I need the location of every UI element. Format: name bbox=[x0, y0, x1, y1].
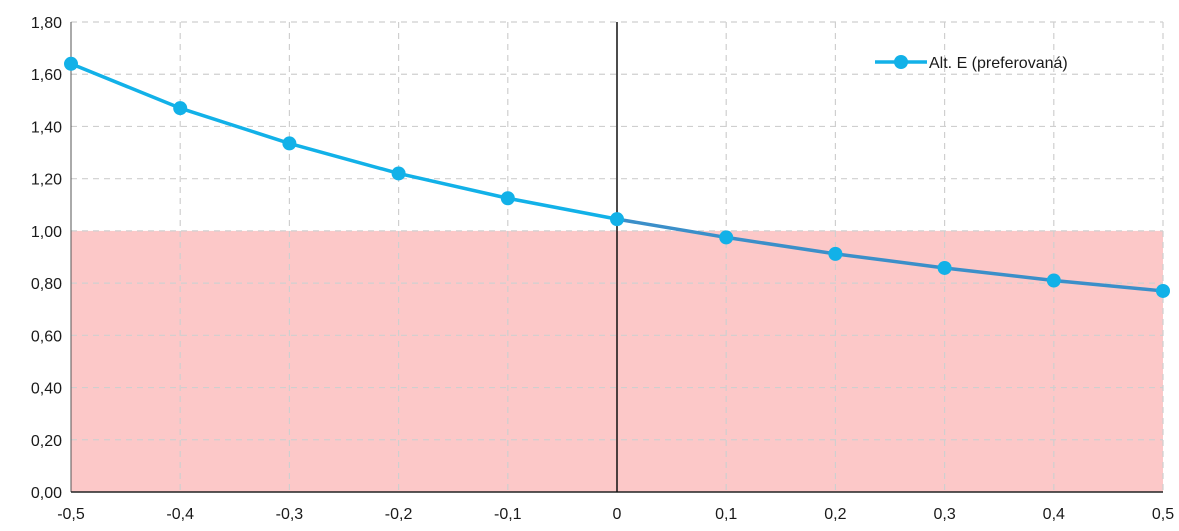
y-tick-label: 1,20 bbox=[31, 172, 62, 189]
series-line-segment bbox=[506, 196, 619, 221]
x-tick-label: -0,2 bbox=[385, 506, 413, 523]
x-tick-label: 0,5 bbox=[1152, 506, 1174, 523]
x-tick-label: -0,1 bbox=[494, 506, 522, 523]
y-tick-label: 0,20 bbox=[31, 433, 62, 450]
x-tick-label: 0,2 bbox=[824, 506, 846, 523]
y-tick-label: 0,60 bbox=[31, 328, 62, 345]
x-tick-label: -0,3 bbox=[276, 506, 304, 523]
data-point bbox=[1156, 283, 1170, 298]
data-point bbox=[64, 56, 78, 71]
x-tick-label: 0 bbox=[613, 506, 622, 523]
y-tick-label: 0,00 bbox=[31, 485, 62, 502]
series-line-segment bbox=[69, 62, 182, 110]
series-line-segment bbox=[724, 235, 838, 256]
data-point bbox=[610, 212, 624, 227]
y-tick-label: 1,60 bbox=[31, 67, 62, 84]
data-point bbox=[937, 260, 952, 275]
y-tick-label: 1,00 bbox=[31, 224, 62, 241]
data-point bbox=[719, 230, 734, 245]
data-point bbox=[391, 166, 406, 181]
series-line-segment bbox=[396, 171, 510, 200]
x-tick-label: -0,4 bbox=[166, 506, 194, 523]
data-point bbox=[500, 191, 515, 206]
series-line-segment bbox=[833, 252, 947, 270]
series-line-segment bbox=[942, 266, 1056, 283]
x-tick-label: -0,5 bbox=[57, 506, 85, 523]
series-line-segment bbox=[178, 106, 292, 146]
y-tick-label: 1,40 bbox=[31, 119, 62, 136]
x-tick-label: 0,4 bbox=[1043, 506, 1065, 523]
x-tick-label: 0,1 bbox=[715, 506, 737, 523]
data-point bbox=[282, 136, 297, 151]
y-tick-label: 0,40 bbox=[31, 381, 62, 398]
series-line-segment bbox=[287, 141, 401, 176]
data-point bbox=[1046, 273, 1061, 288]
data-point bbox=[828, 246, 843, 261]
series-line-segment bbox=[1052, 278, 1165, 293]
series-line-segment bbox=[615, 217, 728, 240]
y-tick-label: 0,80 bbox=[31, 276, 62, 293]
data-point bbox=[173, 101, 188, 116]
y-tick-label: 1,80 bbox=[31, 15, 62, 32]
legend-label: Alt. E (preferovaná) bbox=[929, 55, 1068, 72]
legend-marker-swatch bbox=[894, 55, 908, 69]
x-tick-label: 0,3 bbox=[933, 506, 955, 523]
